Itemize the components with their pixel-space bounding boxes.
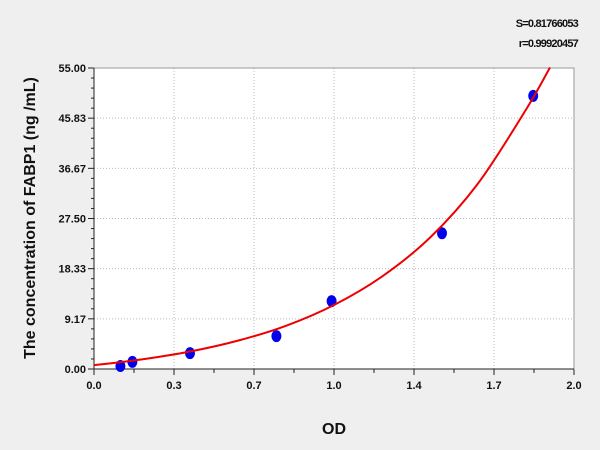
y-tick-label: 55.00 <box>58 63 86 75</box>
x-tick-label: 1.7 <box>486 380 501 392</box>
y-tick-label: 27.50 <box>58 214 86 226</box>
annotation-s: S=0.81766053 <box>516 18 579 30</box>
y-axis-label: The concentration of FABP1 (ng /mL) <box>22 77 39 359</box>
x-tick-label: 0.0 <box>86 380 101 392</box>
x-tick-label: 0.3 <box>166 380 181 392</box>
axes <box>88 67 575 375</box>
fit-curve <box>93 66 551 367</box>
y-tick-label: 0.00 <box>65 364 86 376</box>
y-tick-label: 18.33 <box>58 264 86 276</box>
tick-labels: 0.0 0.3 0.7 1.0 1.4 1.7 2.0 0.00 9.17 18.33 27.50 3… <box>58 63 581 392</box>
grid <box>94 68 574 369</box>
data-point <box>127 355 138 368</box>
x-tick-label: 1.4 <box>406 380 422 392</box>
data-marks <box>93 66 551 372</box>
y-tick-label: 9.17 <box>65 314 86 326</box>
annotation-r: r=0.99920457 <box>519 38 579 50</box>
x-tick-label: 0.7 <box>246 380 261 392</box>
y-tick-label: 36.67 <box>58 163 86 175</box>
x-axis-label: OD <box>322 421 346 438</box>
y-tick-label: 45.83 <box>58 113 86 125</box>
data-point <box>437 227 447 240</box>
x-tick-label: 2.0 <box>566 380 581 392</box>
data-point <box>271 330 282 343</box>
x-tick-label: 1.0 <box>326 380 341 392</box>
